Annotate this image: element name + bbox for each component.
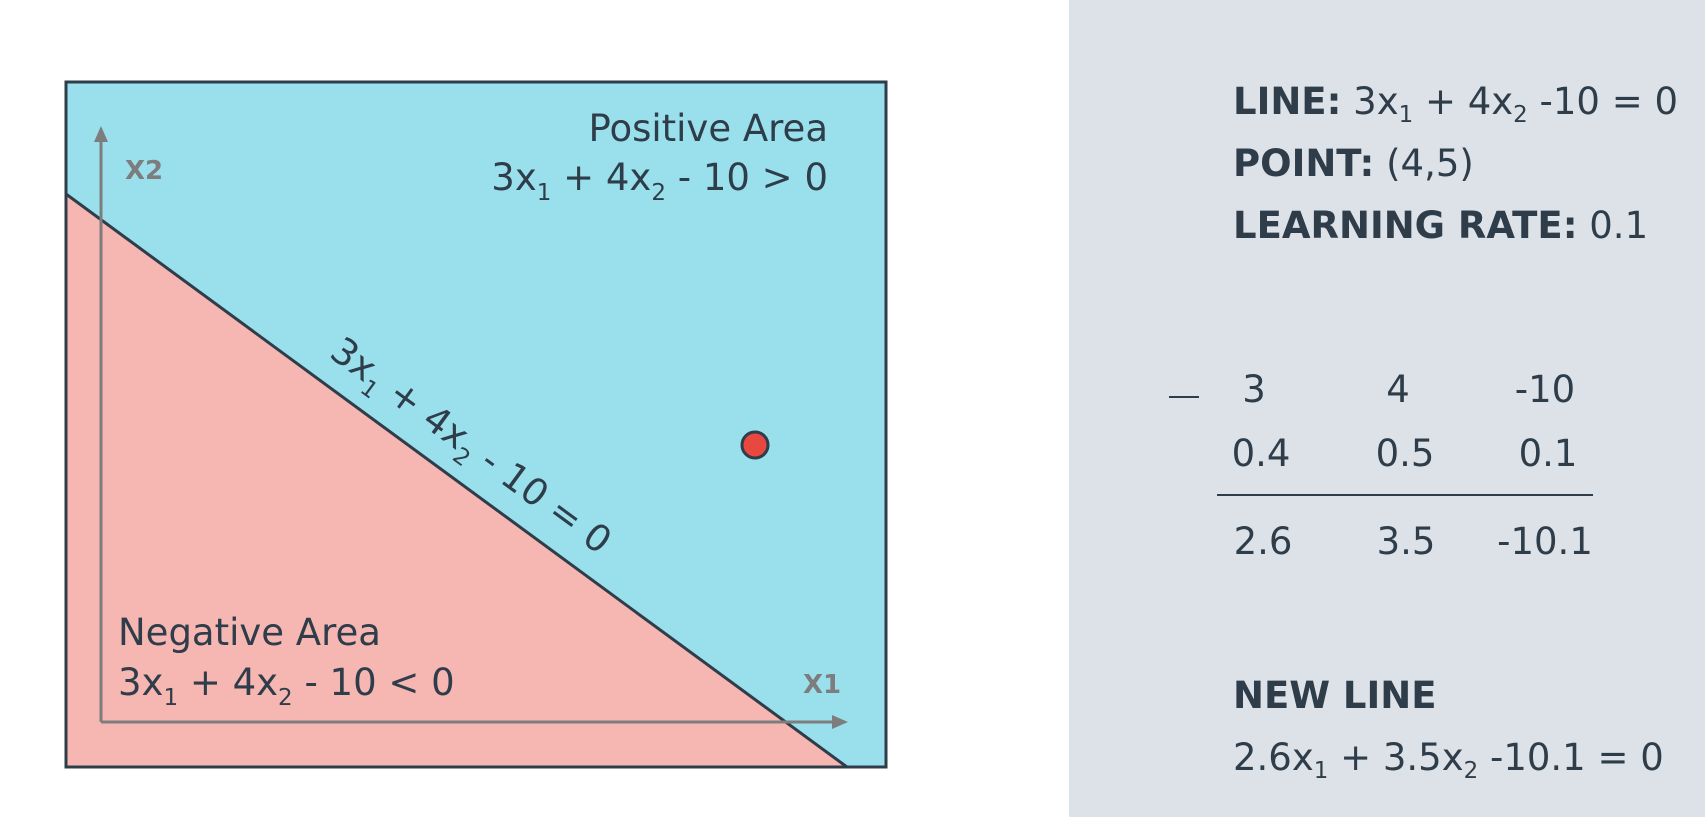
boundary-line <box>65 192 848 769</box>
calc-row2-cell: 0.1 <box>1518 432 1578 475</box>
positive-area-title: Positive Area <box>588 107 828 150</box>
calc-rule <box>1217 494 1593 496</box>
new-line-title: NEW LINE <box>1233 674 1437 717</box>
axis-label-x2: X2 <box>125 156 163 186</box>
x1-axis-arrowhead <box>832 715 848 729</box>
calc-row1-cell: 3 <box>1242 368 1266 411</box>
negative-area-equation: 3x1 + 4x2 - 10 < 0 <box>118 661 455 711</box>
subtraction-operator <box>1169 396 1199 398</box>
calc-row1-cell: 4 <box>1386 368 1410 411</box>
axis-label-x1: X1 <box>803 670 841 700</box>
calc-row2-cell: 0.4 <box>1231 432 1291 475</box>
info-panel: LINE: 3x1 + 4x2 -10 = 0 POINT: (4,5) LEA… <box>1069 0 1705 817</box>
negative-area-title: Negative Area <box>118 611 381 654</box>
data-point <box>740 430 770 460</box>
calc-result-cell: 2.6 <box>1233 520 1293 563</box>
positive-area-equation: 3x1 + 4x2 - 10 > 0 <box>491 156 828 206</box>
calc-result-cell: 3.5 <box>1376 520 1436 563</box>
calc-result-cell: -10.1 <box>1497 520 1593 563</box>
line-equation: LINE: 3x1 + 4x2 -10 = 0 <box>1233 80 1679 129</box>
calc-row2-cell: 0.5 <box>1375 432 1435 475</box>
x2-axis-arrowhead <box>94 126 108 142</box>
point-info: POINT: (4,5) <box>1233 142 1474 185</box>
learning-rate-info: LEARNING RATE: 0.1 <box>1233 204 1649 247</box>
calc-row1-cell: -10 <box>1514 368 1576 411</box>
diagram-border <box>64 80 888 769</box>
new-line-equation: 2.6x1 + 3.5x2 -10.1 = 0 <box>1233 736 1664 785</box>
perceptron-diagram: X2 X1 Positive Area 3x1 + 4x2 - 10 > 0 N… <box>64 80 888 769</box>
